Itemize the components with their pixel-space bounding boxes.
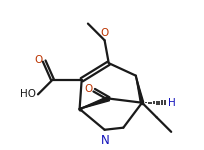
Text: O: O [84, 84, 93, 94]
Polygon shape [135, 76, 143, 103]
Text: N: N [101, 134, 110, 147]
Text: O: O [100, 28, 108, 38]
Text: HO: HO [20, 89, 36, 99]
Text: H: H [168, 98, 175, 108]
Text: O: O [34, 55, 42, 65]
Polygon shape [79, 96, 109, 109]
